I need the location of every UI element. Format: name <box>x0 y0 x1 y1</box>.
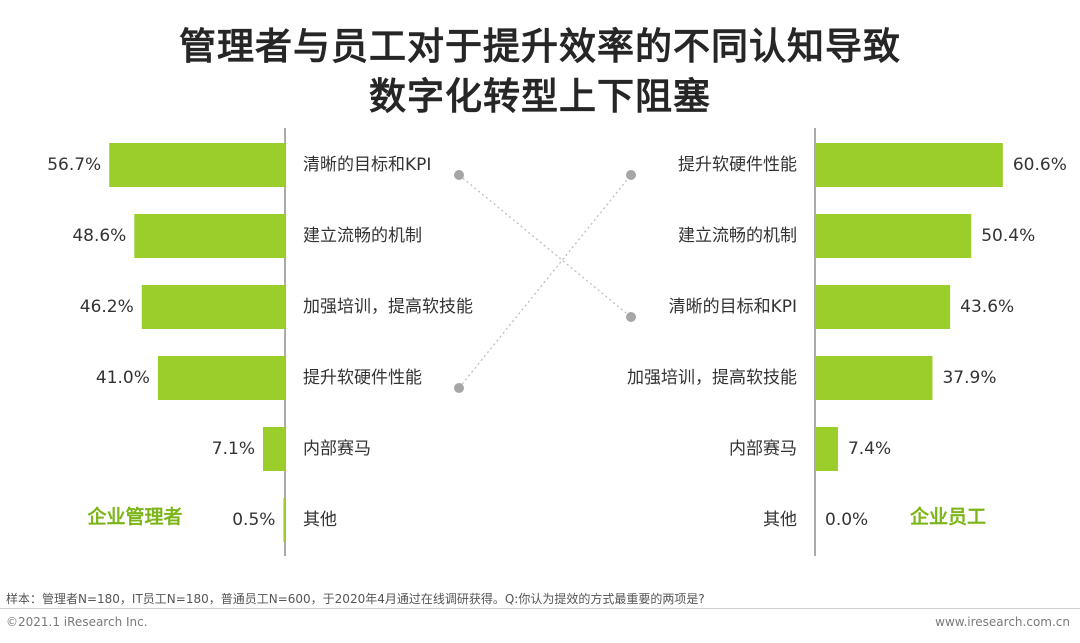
manager-chart: 56.7% 清晰的目标和KPI 48.6% 建立流畅的机制 46.2% 加强培训，提高软技… <box>47 128 473 556</box>
manager-value-label: 7.1% <box>212 439 255 459</box>
employee-category-label: 加强培训，提高软技能 <box>627 368 797 388</box>
connector-dot <box>454 170 464 180</box>
connector-dot <box>454 383 464 393</box>
employee-group-label: 企业员工 <box>909 505 986 528</box>
website-text: www.iresearch.com.cn <box>935 615 1070 629</box>
employee-bar <box>815 427 838 471</box>
manager-category-label: 建立流畅的机制 <box>303 226 422 246</box>
manager-bar <box>141 285 285 329</box>
connector-line <box>458 174 632 389</box>
sample-footnote: 样本：管理者N=180，IT员工N=180，普通员工N=600，于2020年4月… <box>6 592 705 606</box>
manager-bar <box>109 143 285 187</box>
manager-value-label: 48.6% <box>72 226 126 246</box>
employee-category-label: 其他 <box>763 510 797 530</box>
manager-bar <box>283 498 285 542</box>
manager-value-label: 46.2% <box>80 297 134 317</box>
copyright-text: ©2021.1 iResearch Inc. <box>6 615 148 629</box>
connector-lines <box>454 170 636 393</box>
employee-category-label: 清晰的目标和KPI <box>669 297 797 317</box>
employee-value-label: 50.4% <box>981 226 1035 246</box>
connector-line <box>458 174 632 318</box>
footer-divider <box>0 608 1080 609</box>
employee-category-label: 建立流畅的机制 <box>678 226 797 246</box>
employee-value-label: 43.6% <box>960 297 1014 317</box>
connector-dot <box>626 170 636 180</box>
page-title-line-2: 数字化转型上下阻塞 <box>369 75 711 118</box>
employee-bar <box>815 285 951 329</box>
manager-value-label: 56.7% <box>47 155 101 175</box>
manager-category-label: 加强培训，提高软技能 <box>303 297 473 317</box>
manager-category-label: 提升软硬件性能 <box>303 368 422 388</box>
employee-value-label: 0.0% <box>825 510 868 530</box>
connector-dot <box>626 312 636 322</box>
manager-value-label: 41.0% <box>96 368 150 388</box>
manager-category-label: 其他 <box>303 510 337 530</box>
manager-category-label: 内部赛马 <box>303 438 371 459</box>
manager-value-label: 0.5% <box>232 510 275 530</box>
employee-bar <box>815 356 933 400</box>
employee-value-label: 60.6% <box>1013 155 1067 175</box>
manager-group-label: 企业管理者 <box>86 505 182 528</box>
employee-category-label: 提升软硬件性能 <box>678 155 797 175</box>
employee-value-label: 37.9% <box>942 368 996 388</box>
employee-bar <box>815 143 1003 187</box>
manager-bar <box>157 356 285 400</box>
comparison-bar-chart: 56.7% 清晰的目标和KPI 48.6% 建立流畅的机制 46.2% 加强培训，提高软技… <box>47 128 1067 556</box>
manager-category-label: 清晰的目标和KPI <box>303 155 431 175</box>
manager-bar <box>262 427 285 471</box>
employee-value-label: 7.4% <box>848 439 891 459</box>
employee-chart: 60.6% 提升软硬件性能 50.4% 建立流畅的机制 43.6% 清晰的目标和KPI 37… <box>627 128 1067 556</box>
page-title-line-1: 管理者与员工对于提升效率的不同认知导致 <box>179 25 901 68</box>
employee-category-label: 内部赛马 <box>729 438 797 459</box>
employee-bar <box>815 214 972 258</box>
manager-bar <box>134 214 285 258</box>
